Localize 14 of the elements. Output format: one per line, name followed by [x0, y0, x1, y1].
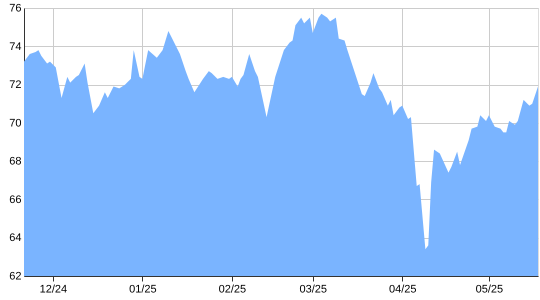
y-tick-label: 64	[9, 232, 22, 244]
x-tick-label: 02/25	[218, 284, 246, 296]
x-tick-label: 05/25	[476, 284, 504, 296]
y-tick-label: 72	[9, 79, 22, 92]
y-tick-label: 70	[9, 117, 22, 130]
x-tick-label: 01/25	[129, 284, 157, 296]
y-tick-label: 74	[9, 40, 22, 53]
x-tick-label: 03/25	[300, 284, 328, 296]
y-tick-label: 76	[9, 2, 22, 14]
y-tick-label: 62	[9, 270, 22, 282]
x-tick-label: 04/25	[389, 284, 417, 296]
y-tick-label: 68	[9, 156, 22, 168]
x-tick-label: 12/24	[40, 284, 68, 296]
y-tick-label: 66	[9, 194, 22, 206]
